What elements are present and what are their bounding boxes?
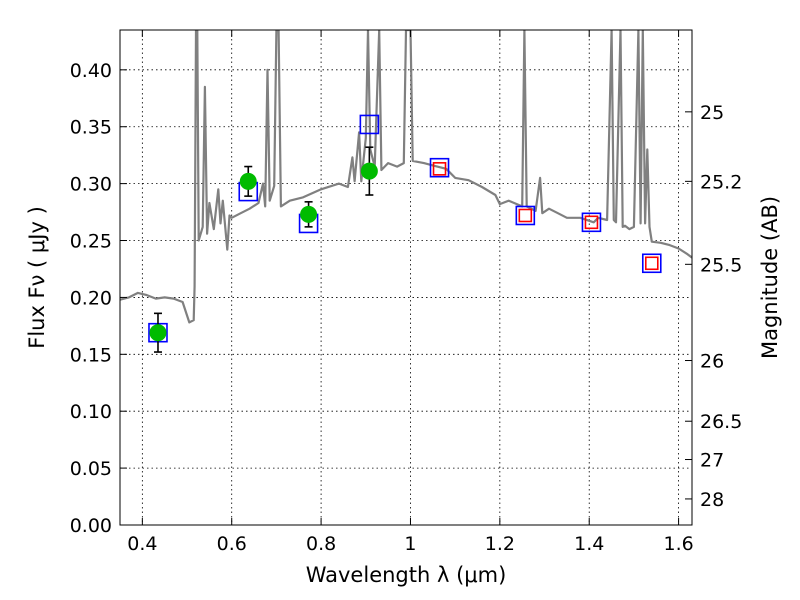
- mag-tick-label: 26.5: [700, 411, 742, 433]
- x-axis-label: Wavelength λ (μm): [306, 563, 507, 587]
- mag-tick-label: 28: [700, 489, 724, 511]
- right-axis-label: Magnitude (AB): [758, 196, 782, 359]
- blue-square-marker: [515, 205, 536, 226]
- plot-layer: [120, 30, 692, 353]
- spectrum-line: [120, 30, 692, 324]
- y-tick-label: 0.35: [70, 117, 112, 139]
- red-square-marker: [584, 215, 599, 230]
- blue-square-marker: [641, 253, 662, 274]
- x-tick-label: 1: [404, 533, 416, 555]
- x-tick-label: 0.4: [127, 533, 157, 555]
- grid-layer: [120, 30, 692, 526]
- x-axis-label-text: Wavelength λ (μm): [306, 563, 507, 587]
- blue-square-marker: [359, 114, 380, 135]
- mag-tick-label: 26: [700, 351, 724, 373]
- y-tick-label: 0.15: [70, 344, 112, 366]
- y-axis-label: Flux Fν ( μJy ): [25, 206, 49, 349]
- y-tick-label: 0.25: [70, 231, 112, 253]
- green-circle-marker: [300, 205, 318, 223]
- x-tick-label: 1.2: [485, 533, 515, 555]
- green-circle-marker: [239, 172, 257, 190]
- x-tick-label: 0.6: [217, 533, 247, 555]
- x-tick-label: 1.4: [574, 533, 604, 555]
- mag-tick-label: 25.5: [700, 254, 742, 276]
- y-tick-label: 0.20: [70, 287, 112, 309]
- y-tick-label: 0.00: [70, 515, 112, 537]
- blue-square-marker: [581, 212, 602, 233]
- ticks-layer: 0.4 0.6 0.8 1 1.2 1.4 1.6 0.00 0.05 0.10 0.15 0.20 0…: [70, 30, 742, 555]
- y-tick-label: 0.40: [70, 60, 112, 82]
- x-tick-label: 1.6: [663, 533, 693, 555]
- red-square-marker: [432, 162, 447, 176]
- y-axis-label-text: Flux Fν ( μJy ): [25, 206, 49, 349]
- mag-tick-label: 25.2: [700, 171, 742, 193]
- green-circle-marker: [360, 162, 378, 180]
- mag-tick-label: 25: [700, 102, 724, 124]
- right-axis-label-text: Magnitude (AB): [758, 196, 782, 359]
- plot-frame: [119, 29, 693, 526]
- y-tick-label: 0.30: [70, 174, 112, 196]
- red-square-marker: [644, 256, 659, 271]
- green-circle-marker: [149, 324, 167, 342]
- red-square-marker: [518, 208, 533, 223]
- y-tick-label: 0.10: [70, 401, 112, 423]
- x-tick-label: 0.8: [306, 533, 336, 555]
- y-tick-label: 0.05: [70, 458, 112, 480]
- mag-tick-label: 27: [700, 450, 724, 472]
- blue-square-marker: [429, 157, 450, 178]
